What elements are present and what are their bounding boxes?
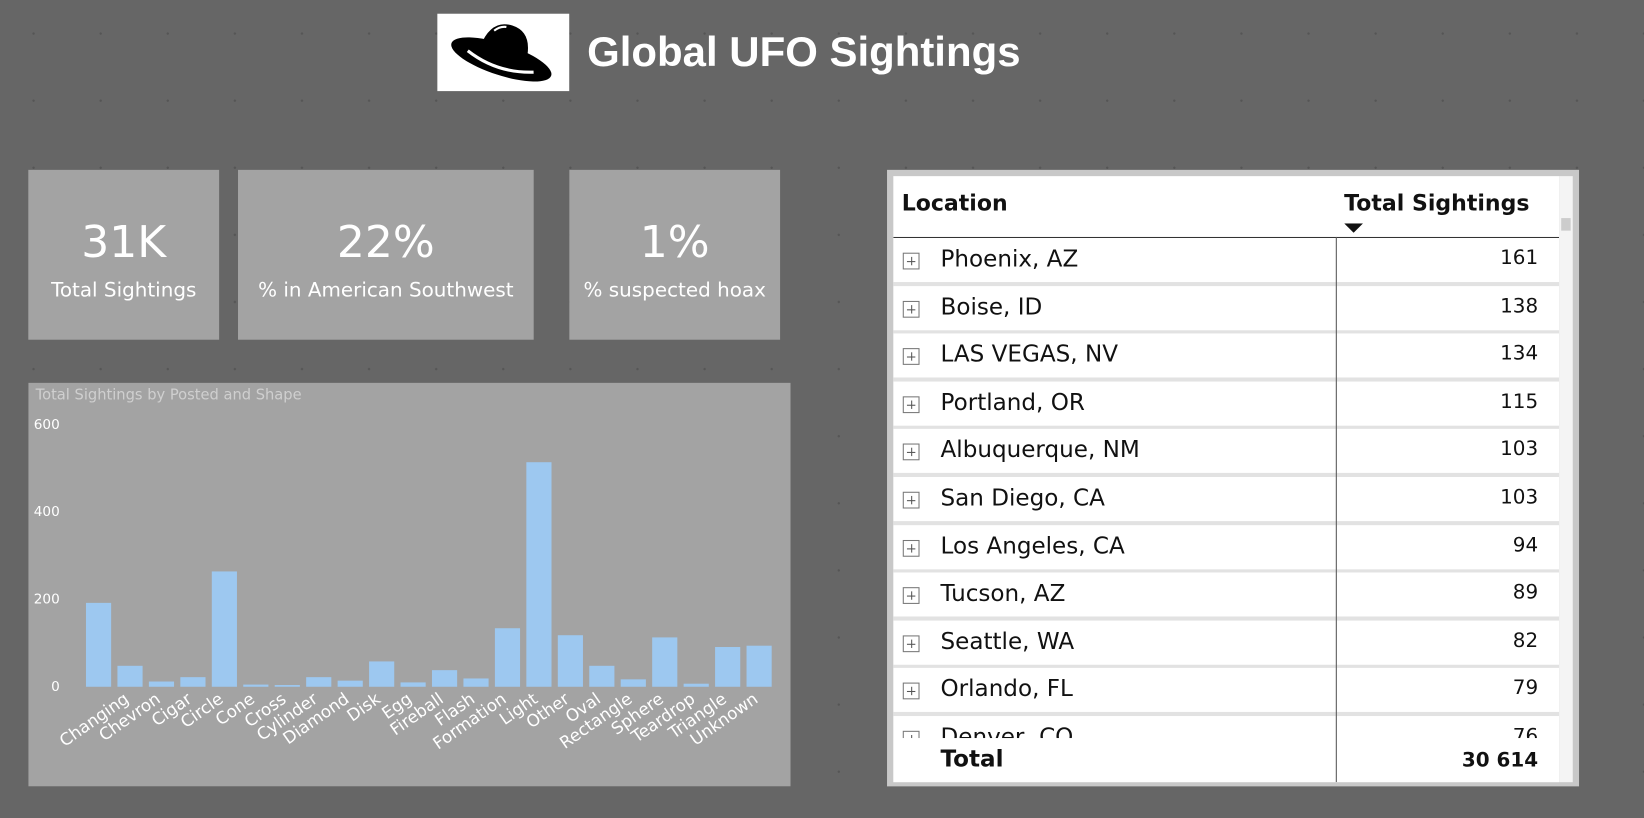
bar bbox=[746, 645, 772, 687]
expand-button[interactable] bbox=[902, 635, 920, 652]
bar bbox=[463, 678, 489, 687]
bar bbox=[683, 683, 709, 687]
bar bbox=[589, 665, 615, 687]
table-row: Los Angeles, CA 94 bbox=[893, 524, 1560, 574]
table-row: Albuquerque, NM 103 bbox=[893, 429, 1560, 478]
sightings: 115 bbox=[1500, 389, 1539, 413]
sightings: 138 bbox=[1500, 294, 1539, 318]
column-header[interactable]: Location bbox=[901, 190, 1008, 216]
kpi-value: 31K bbox=[81, 215, 167, 268]
bar bbox=[306, 677, 332, 687]
bar bbox=[620, 679, 646, 687]
bar bbox=[180, 677, 206, 687]
sightings: 103 bbox=[1500, 485, 1539, 509]
table-row: Seattle, WA 82 bbox=[893, 620, 1560, 669]
sightings: 134 bbox=[1500, 342, 1539, 366]
expand-button[interactable] bbox=[902, 587, 920, 605]
expand-button[interactable] bbox=[902, 491, 920, 509]
sightings: 76 bbox=[1512, 724, 1539, 739]
sightings: 82 bbox=[1512, 628, 1539, 652]
expand-button[interactable] bbox=[902, 252, 920, 270]
expand-button[interactable] bbox=[902, 443, 920, 461]
sightings: 89 bbox=[1512, 581, 1539, 605]
table-body: Phoenix, AZ 161 Boise, ID 138 LAS VEGAS, NV 1… bbox=[893, 238, 1560, 739]
total-label: Total bbox=[940, 746, 1004, 773]
kpi-value: 22% bbox=[336, 215, 435, 268]
scroll-thumb[interactable] bbox=[1561, 218, 1571, 231]
table: Location Total Sightings Phoenix, AZ 161 B… bbox=[893, 176, 1560, 783]
y-tick-label: 600 bbox=[34, 417, 60, 433]
kpi-label: % in American Southwest bbox=[258, 278, 514, 302]
table-row: Boise, ID 138 bbox=[893, 285, 1560, 335]
bar bbox=[369, 661, 395, 687]
header-rule bbox=[893, 236, 1560, 239]
bar bbox=[715, 647, 741, 687]
logo bbox=[437, 13, 570, 92]
table-row: Portland, OR 115 bbox=[893, 381, 1560, 430]
location: Phoenix, AZ bbox=[940, 246, 1079, 273]
bar bbox=[274, 685, 300, 687]
location: Orlando, FL bbox=[940, 676, 1073, 703]
kpi-label: Total Sightings bbox=[51, 278, 197, 302]
expand-button[interactable] bbox=[902, 300, 920, 318]
kpi-value: 1% bbox=[639, 215, 710, 268]
total-value: 30 614 bbox=[1461, 748, 1539, 772]
location: Tucson, AZ bbox=[940, 581, 1066, 608]
table-row: San Diego, CA 103 bbox=[893, 477, 1560, 526]
sightings: 161 bbox=[1500, 246, 1539, 270]
location: LAS VEGAS, NV bbox=[940, 342, 1118, 369]
sort-indicator bbox=[1344, 223, 1364, 233]
scrollbar[interactable] bbox=[1559, 176, 1573, 783]
location: Albuquerque, NM bbox=[940, 437, 1140, 464]
location: Boise, ID bbox=[940, 294, 1043, 321]
location: Los Angeles, CA bbox=[940, 533, 1125, 560]
sightings: 94 bbox=[1512, 533, 1539, 557]
bar bbox=[117, 665, 143, 687]
table-panel: Location Total Sightings Phoenix, AZ 161 B… bbox=[887, 169, 1580, 787]
kpi-card: 1% % suspected hoax bbox=[569, 169, 781, 340]
bar bbox=[243, 684, 269, 687]
expand-button[interactable] bbox=[902, 682, 920, 700]
table-row: Tucson, AZ 89 bbox=[893, 572, 1560, 621]
expand-button[interactable] bbox=[902, 730, 920, 739]
bar bbox=[85, 602, 112, 687]
expand-button[interactable] bbox=[902, 539, 920, 557]
chart-panel bbox=[28, 382, 791, 787]
kpi-label: % suspected hoax bbox=[583, 278, 766, 302]
location: San Diego, CA bbox=[940, 485, 1105, 512]
bar bbox=[557, 635, 583, 687]
expand-button[interactable] bbox=[902, 348, 920, 366]
kpi-card: 31K Total Sightings bbox=[28, 169, 220, 340]
bar bbox=[494, 628, 521, 687]
location: Portland, OR bbox=[940, 389, 1085, 417]
bar bbox=[652, 637, 678, 687]
y-tick-label: 400 bbox=[34, 504, 60, 520]
bar bbox=[526, 462, 552, 687]
location: Seattle, WA bbox=[940, 628, 1075, 656]
bar bbox=[337, 680, 363, 687]
bar bbox=[400, 682, 426, 687]
table-row: Phoenix, AZ 161 bbox=[893, 238, 1560, 287]
column-divider bbox=[1335, 236, 1337, 783]
table-row: LAS VEGAS, NV 134 bbox=[893, 333, 1560, 382]
location: Denver, CO bbox=[940, 724, 1074, 739]
table-row: Denver, CO 76 bbox=[893, 716, 1560, 739]
bar bbox=[431, 670, 458, 687]
sightings: 103 bbox=[1500, 437, 1539, 461]
bar bbox=[211, 571, 237, 687]
expand-button[interactable] bbox=[902, 396, 920, 413]
y-tick-label: 0 bbox=[51, 679, 60, 695]
chart: Total Sightings by Posted and Shape 0 200… bbox=[28, 382, 791, 787]
total-row: Total 30 614 bbox=[893, 738, 1560, 783]
page-title: Global UFO Sightings bbox=[587, 29, 1021, 76]
kpi-card: 22% % in American Southwest bbox=[238, 169, 534, 340]
table-row: Orlando, FL 79 bbox=[893, 668, 1560, 717]
column-header[interactable]: Total Sightings bbox=[1344, 190, 1530, 216]
y-tick-label: 200 bbox=[34, 592, 60, 608]
chart-title: Total Sightings by Posted and Shape bbox=[35, 386, 302, 403]
sightings: 79 bbox=[1512, 676, 1539, 700]
bar bbox=[148, 681, 175, 687]
